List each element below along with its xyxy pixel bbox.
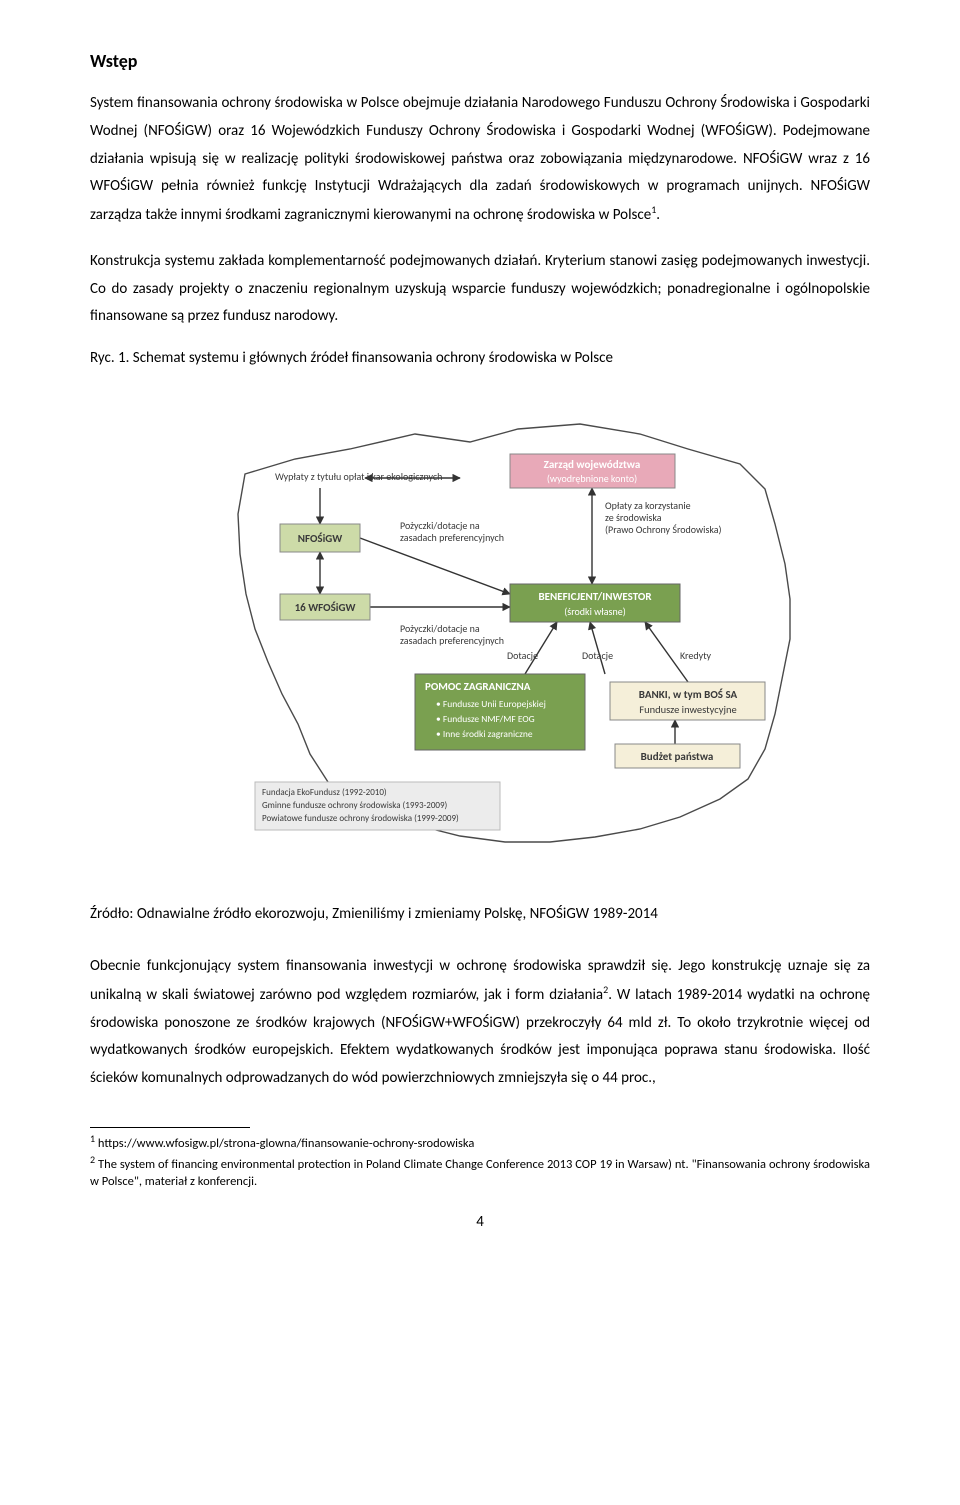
box-pomoc: POMOC ZAGRANICZNA • Fundusze Unii Europe…: [415, 674, 585, 750]
footnote-separator: [90, 1127, 250, 1128]
svg-text:(środki własne): (środki własne): [564, 605, 625, 618]
label-wyplaty: Wypłaty z tytułu opłat i kar ekologiczny…: [275, 470, 442, 483]
svg-text:BENEFICJENT/INWESTOR: BENEFICJENT/INWESTOR: [538, 590, 652, 603]
box-nfosigw: NFOŚiGW: [280, 524, 360, 552]
svg-text:BANKI, w tym BOŚ SA: BANKI, w tym BOŚ SA: [639, 687, 738, 701]
svg-text:Dotacje: Dotacje: [507, 649, 538, 662]
svg-text:zasadach preferencyjnych: zasadach preferencyjnych: [400, 634, 504, 647]
para1-text: System finansowania ochrony środowiska w…: [90, 94, 870, 224]
svg-text:Zarząd województwa: Zarząd województwa: [544, 458, 641, 471]
svg-text:16 WFOŚiGW: 16 WFOŚiGW: [295, 600, 356, 614]
svg-text:Dotacje: Dotacje: [582, 649, 613, 662]
svg-text:Gminne fundusze ochrony środow: Gminne fundusze ochrony środowiska (1993…: [262, 800, 448, 811]
svg-text:NFOŚiGW: NFOŚiGW: [298, 531, 343, 545]
figure-caption: Ryc. 1. Schemat systemu i głównych źróde…: [90, 349, 870, 367]
footnote-1: 1 https://www.wfosigw.pl/strona-glowna/f…: [90, 1132, 870, 1153]
svg-text:• Fundusze Unii Europejskiej: • Fundusze Unii Europejskiej: [436, 698, 546, 710]
svg-text:Fundacja EkoFundusz (1992-2010: Fundacja EkoFundusz (1992-2010): [262, 787, 387, 798]
figure-source: Źródło: Odnawialne źródło ekorozwoju, Zm…: [90, 905, 870, 923]
para1-tail: .: [656, 206, 660, 224]
svg-text:Powiatowe fundusze ochrony śro: Powiatowe fundusze ochrony środowiska (1…: [262, 813, 459, 824]
footnote-2-text: The system of financing environmental pr…: [90, 1157, 870, 1189]
small-labels: Pożyczki/dotacje na zasadach preferencyj…: [400, 499, 722, 662]
box-fundacja: Fundacja EkoFundusz (1992-2010) Gminne f…: [255, 782, 500, 830]
box-banki: BANKI, w tym BOŚ SA Fundusze inwestycyjn…: [610, 682, 765, 720]
svg-text:• Fundusze NMF/MF EOG: • Fundusze NMF/MF EOG: [436, 713, 535, 725]
svg-text:Fundusze inwestycyjne: Fundusze inwestycyjne: [639, 703, 736, 716]
page-number: 4: [90, 1213, 870, 1231]
box-budzet: Budżet państwa: [615, 744, 740, 768]
paragraph-3: Obecnie funkcjonujący system finansowani…: [90, 953, 870, 1093]
box-wfosigw: 16 WFOŚiGW: [280, 594, 370, 620]
svg-text:• Inne środki zagraniczne: • Inne środki zagraniczne: [436, 728, 533, 740]
box-beneficjent: BENEFICJENT/INWESTOR (środki własne): [510, 584, 680, 622]
section-heading: Wstęp: [90, 50, 870, 72]
footnote-1-text: https://www.wfosigw.pl/strona-glowna/fin…: [95, 1136, 474, 1151]
svg-text:POMOC ZAGRANICZNA: POMOC ZAGRANICZNA: [425, 680, 531, 693]
box-zarzad: Zarząd województwa (wyodrębnione konto): [510, 454, 675, 488]
financing-diagram: Wypłaty z tytułu opłat i kar ekologiczny…: [150, 379, 810, 879]
diagram-container: Wypłaty z tytułu opłat i kar ekologiczny…: [90, 379, 870, 879]
svg-text:Kredyty: Kredyty: [680, 649, 712, 662]
svg-text:zasadach preferencyjnych: zasadach preferencyjnych: [400, 531, 504, 544]
svg-text:Budżet państwa: Budżet państwa: [641, 750, 714, 763]
paragraph-2: Konstrukcja systemu zakłada komplementar…: [90, 248, 870, 331]
svg-text:(Prawo Ochrony Środowiska): (Prawo Ochrony Środowiska): [605, 523, 722, 536]
paragraph-1: System finansowania ochrony środowiska w…: [90, 90, 870, 230]
footnote-2: 2 The system of financing environmental …: [90, 1153, 870, 1191]
svg-text:(wyodrębnione konto): (wyodrębnione konto): [547, 472, 637, 485]
